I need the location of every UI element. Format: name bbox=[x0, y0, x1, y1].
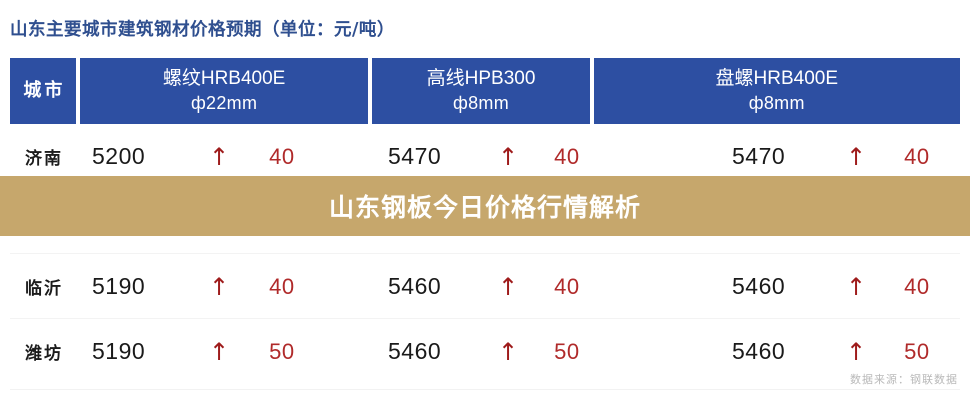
price-value: 5190 bbox=[92, 273, 146, 299]
up-arrow-icon: ↑ bbox=[846, 272, 867, 301]
row-divider bbox=[10, 253, 960, 254]
price-change: 40 bbox=[554, 273, 580, 299]
price-value: 5200 bbox=[92, 143, 146, 169]
up-arrow-icon: ↑ bbox=[209, 272, 230, 301]
table-row: 临沂 5190 ↑ 40 5460 ↑ 40 5460 ↑ 40 bbox=[10, 254, 960, 319]
cell-rebar: 5190 ↑ 50 bbox=[76, 338, 370, 365]
table-row: 潍坊 5190 ↑ 50 5460 ↑ 50 5460 ↑ 50 bbox=[10, 319, 960, 384]
page-title: 山东主要城市建筑钢材价格预期（单位：元/吨） bbox=[10, 19, 395, 40]
price-change: 50 bbox=[904, 338, 930, 364]
price-value: 5460 bbox=[388, 273, 442, 299]
cell-coilrebar: 5470 ↑ 40 bbox=[592, 143, 960, 170]
overlay-banner: 山东钢板今日价格行情解析 bbox=[0, 176, 970, 236]
table-header-wirerod-spec: ф8mm bbox=[453, 92, 510, 113]
up-arrow-icon: ↑ bbox=[498, 142, 519, 171]
price-value: 5460 bbox=[388, 338, 442, 364]
city-name: 济南 bbox=[25, 149, 63, 169]
up-arrow-icon: ↑ bbox=[498, 337, 519, 366]
page-title-bar: 山东主要城市建筑钢材价格预期（单位：元/吨） bbox=[0, 0, 970, 56]
up-arrow-icon: ↑ bbox=[498, 272, 519, 301]
table-header-wirerod: 高线HPB300 ф8mm bbox=[372, 58, 590, 124]
up-arrow-icon: ↑ bbox=[846, 337, 867, 366]
price-change: 50 bbox=[554, 338, 580, 364]
table-header-coilrebar-title: 盘螺HRB400E bbox=[715, 68, 839, 90]
table-row: 济南 5200 ↑ 40 5470 ↑ 40 5470 ↑ 40 bbox=[10, 124, 960, 189]
bottom-divider bbox=[10, 389, 960, 390]
table-header-coilrebar-spec: ф8mm bbox=[748, 92, 805, 113]
cell-coilrebar: 5460 ↑ 50 bbox=[592, 338, 960, 365]
price-change: 40 bbox=[904, 273, 930, 299]
table-header-row: 城市 螺纹HRB400E ф22mm 高线HPB300 ф8mm 盘螺HRB40… bbox=[10, 58, 960, 124]
row-divider bbox=[10, 318, 960, 319]
cell-wirerod: 5460 ↑ 40 bbox=[370, 273, 592, 300]
table-header-rebar: 螺纹HRB400E ф22mm bbox=[79, 58, 369, 124]
up-arrow-icon: ↑ bbox=[209, 337, 230, 366]
cell-rebar: 5200 ↑ 40 bbox=[76, 143, 370, 170]
city-name: 潍坊 bbox=[25, 344, 63, 364]
price-value: 5470 bbox=[388, 143, 442, 169]
table-header-coilrebar: 盘螺HRB400E ф8mm bbox=[593, 58, 960, 124]
cell-coilrebar: 5460 ↑ 40 bbox=[592, 273, 960, 300]
price-change: 40 bbox=[269, 143, 295, 169]
up-arrow-icon: ↑ bbox=[209, 142, 230, 171]
cell-rebar: 5190 ↑ 40 bbox=[76, 273, 370, 300]
price-change: 40 bbox=[904, 143, 930, 169]
table-header-rebar-title: 螺纹HRB400E bbox=[162, 68, 286, 90]
price-value: 5470 bbox=[732, 143, 786, 169]
city-name: 临沂 bbox=[25, 279, 63, 299]
price-change: 50 bbox=[269, 338, 295, 364]
table-header-city: 城市 bbox=[10, 58, 76, 124]
price-value: 5460 bbox=[732, 273, 786, 299]
up-arrow-icon: ↑ bbox=[846, 142, 867, 171]
table-header-rebar-spec: ф22mm bbox=[190, 92, 258, 113]
table-body: 济南 5200 ↑ 40 5470 ↑ 40 5470 ↑ 40 bbox=[10, 124, 960, 384]
cell-wirerod: 5460 ↑ 50 bbox=[370, 338, 592, 365]
price-change: 40 bbox=[269, 273, 295, 299]
data-source-note: 数据来源：钢联数据 bbox=[850, 373, 958, 386]
price-value: 5190 bbox=[92, 338, 146, 364]
price-change: 40 bbox=[554, 143, 580, 169]
price-table: 城市 螺纹HRB400E ф22mm 高线HPB300 ф8mm 盘螺HRB40… bbox=[10, 58, 960, 384]
table-header-wirerod-title: 高线HPB300 bbox=[426, 68, 536, 90]
overlay-banner-text: 山东钢板今日价格行情解析 bbox=[328, 193, 641, 222]
price-value: 5460 bbox=[732, 338, 786, 364]
table-header-city-label: 城市 bbox=[23, 80, 66, 102]
cell-wirerod: 5470 ↑ 40 bbox=[370, 143, 592, 170]
